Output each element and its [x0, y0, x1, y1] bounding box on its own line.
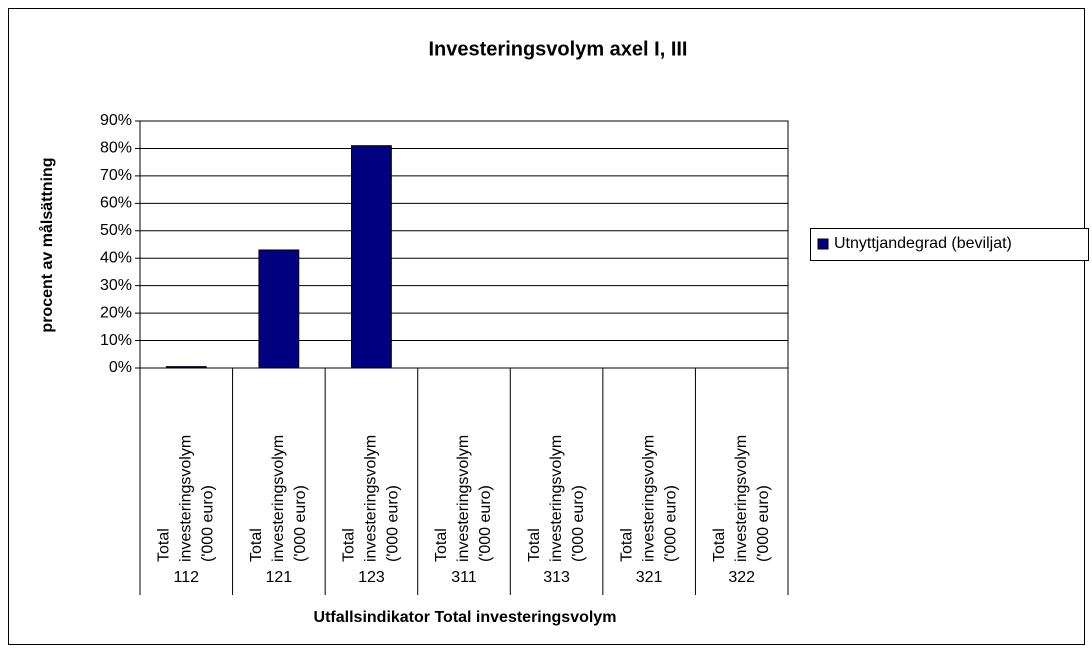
legend-swatch: [817, 238, 829, 250]
x-axis-title: Utfallsindikator Total investeringsvolym: [314, 609, 617, 626]
category-description: Total: [711, 528, 728, 562]
y-tick-label: 50%: [100, 222, 132, 239]
y-tick-label: 30%: [100, 277, 132, 294]
category-description: Total: [433, 528, 450, 562]
y-tick-label: 70%: [100, 167, 132, 184]
category-description: Total: [526, 528, 543, 562]
category-description: ('000 euro): [385, 485, 402, 562]
category-description: ('000 euro): [477, 485, 494, 562]
category-description: ('000 euro): [200, 485, 217, 562]
bar: [258, 249, 300, 369]
legend-label: Utnyttjandegrad (beviljat): [834, 235, 1012, 252]
category-description: investeringsvolym: [178, 435, 195, 562]
y-tick-label: 0%: [109, 359, 132, 376]
bar: [351, 145, 392, 369]
plot-area: [139, 120, 789, 369]
category-description: investeringsvolym: [733, 435, 750, 562]
category-description: ('000 euro): [755, 485, 772, 562]
category-description: investeringsvolym: [548, 435, 565, 562]
legend-box: [810, 228, 1089, 261]
chart-title: Investeringsvolym axel I, III: [428, 38, 687, 60]
category-description: Total: [618, 528, 635, 562]
category-description: investeringsvolym: [640, 435, 657, 562]
y-tick-label: 40%: [100, 249, 132, 266]
y-tick-label: 80%: [100, 140, 132, 157]
x-tick-label: 313: [543, 569, 570, 586]
x-tick-label: 123: [358, 569, 385, 586]
x-tick-label: 112: [174, 569, 200, 586]
y-axis-title: procent av målsättning: [38, 157, 56, 332]
category-description: ('000 euro): [570, 485, 587, 562]
category-description: Total: [156, 528, 173, 562]
y-tick-label: 60%: [100, 195, 132, 212]
category-description: investeringsvolym: [270, 435, 287, 562]
category-description: investeringsvolym: [455, 435, 472, 562]
x-tick-label: 322: [728, 569, 755, 586]
category-description: investeringsvolym: [363, 435, 380, 562]
x-tick-label: 321: [636, 569, 663, 586]
x-tick-label: 311: [451, 569, 477, 586]
category-description: Total: [341, 528, 358, 562]
y-tick-label: 10%: [100, 332, 132, 349]
y-tick-label: 20%: [100, 304, 132, 321]
y-tick-label: 90%: [100, 112, 132, 129]
category-description: Total: [248, 528, 265, 562]
x-tick-label: 121: [266, 569, 293, 586]
category-description: ('000 euro): [662, 485, 679, 562]
category-description: ('000 euro): [292, 485, 309, 562]
